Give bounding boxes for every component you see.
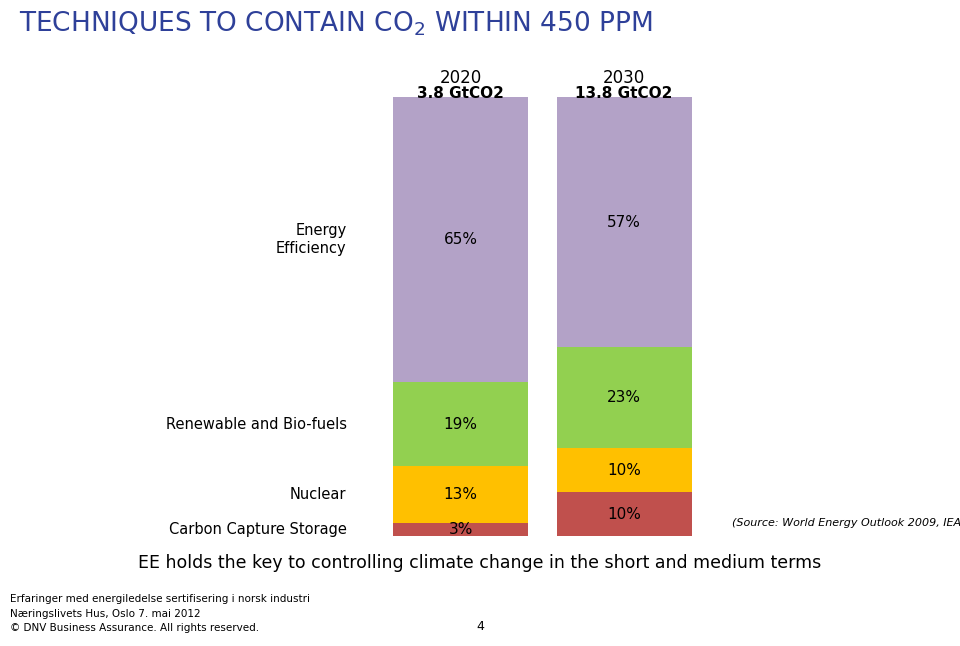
Bar [394,466,528,523]
Text: Carbon Capture Storage: Carbon Capture Storage [169,522,347,537]
Text: Nuclear: Nuclear [290,487,347,502]
Bar [557,448,691,492]
Text: TECHNIQUES TO CONTAIN CO$_2$ WITHIN 450 PPM: TECHNIQUES TO CONTAIN CO$_2$ WITHIN 450 … [19,9,653,37]
Bar [557,348,691,448]
Text: Renewable and Bio-fuels: Renewable and Bio-fuels [165,417,347,432]
Text: Erfaringer med energiledelse sertifisering i norsk industri: Erfaringer med energiledelse sertifiseri… [10,594,309,604]
Text: 23%: 23% [607,390,641,405]
Text: 13%: 13% [444,487,478,502]
Text: 2020: 2020 [440,69,482,87]
Text: 13.8 GtCO2: 13.8 GtCO2 [575,87,673,101]
Text: EE holds the key to controlling climate change in the short and medium terms: EE holds the key to controlling climate … [138,554,822,572]
Text: 10%: 10% [607,506,641,522]
Text: 4: 4 [476,620,484,633]
Text: (Source: World Energy Outlook 2009, IEA): (Source: World Energy Outlook 2009, IEA) [732,518,960,528]
Text: 57%: 57% [607,214,641,229]
Text: Næringslivets Hus, Oslo 7. mai 2012: Næringslivets Hus, Oslo 7. mai 2012 [10,609,201,618]
Text: 10%: 10% [607,463,641,478]
Text: 3.8 GtCO2: 3.8 GtCO2 [418,87,504,101]
Text: © DNV Business Assurance. All rights reserved.: © DNV Business Assurance. All rights res… [10,623,259,632]
Bar [557,97,691,348]
Bar [394,97,528,382]
Bar [394,382,528,466]
Text: 2030: 2030 [603,69,645,87]
Bar [557,492,691,536]
Text: 65%: 65% [444,232,478,247]
Text: 19%: 19% [444,417,478,432]
Bar [394,523,528,536]
Text: Energy
Efficiency: Energy Efficiency [276,224,347,256]
Text: 3%: 3% [448,522,473,537]
